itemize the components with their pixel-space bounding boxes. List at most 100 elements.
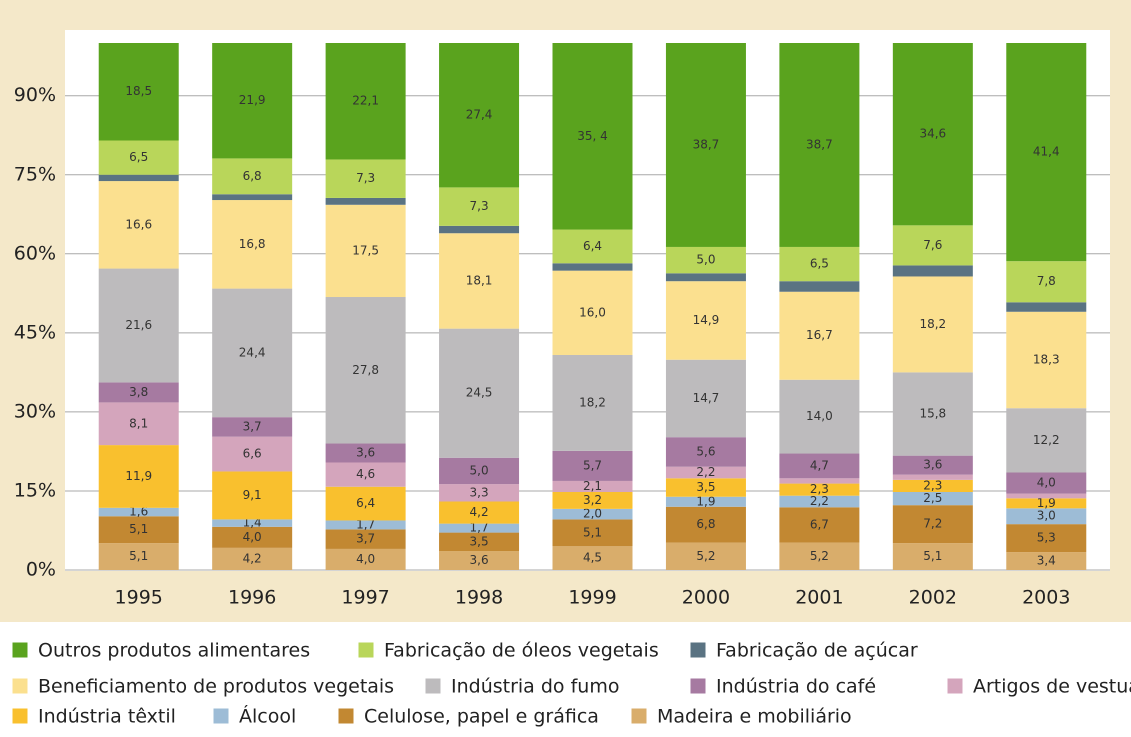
y-tick-label: 30% <box>14 400 56 422</box>
legend-swatch <box>11 677 29 695</box>
value-label: 24,5 <box>466 386 493 400</box>
value-label: 38,7 <box>693 137 720 151</box>
value-label: 7,2 <box>923 517 942 531</box>
value-label: 16,0 <box>579 305 606 319</box>
bar-segment <box>98 543 179 570</box>
legend-label: Celulose, papel e gráfica <box>364 706 599 728</box>
value-label: 34,6 <box>919 127 946 141</box>
value-label: 2,1 <box>583 479 602 493</box>
value-label: 5,1 <box>583 525 602 539</box>
legend-label: Beneficiamento de produtos vegetais <box>38 676 394 698</box>
value-label: 3,3 <box>470 485 489 499</box>
bar-segment <box>1006 43 1087 262</box>
bar-segment <box>1006 524 1087 553</box>
value-label: 3,0 <box>1037 509 1056 523</box>
legend-swatch <box>424 677 442 695</box>
bar-segment <box>892 505 973 544</box>
bar-segment <box>98 174 179 182</box>
legend-swatch <box>357 641 375 659</box>
value-label: 2,3 <box>923 478 942 492</box>
bar-segment <box>212 158 293 195</box>
bar-segment <box>665 246 746 274</box>
value-label: 4,0 <box>1037 476 1056 490</box>
x-tick-label: 1996 <box>228 587 276 609</box>
legend-label: Outros produtos alimentares <box>38 640 310 662</box>
value-label: 6,4 <box>356 496 375 510</box>
bar-segment <box>552 229 633 264</box>
value-label: 4,6 <box>356 467 375 481</box>
bar-segment <box>439 457 520 485</box>
bar-segment <box>665 496 746 507</box>
bar-segment <box>779 542 860 570</box>
value-label: 21,6 <box>125 318 152 332</box>
bar-segment <box>665 281 746 360</box>
bar-segment <box>439 187 520 226</box>
bar-segment <box>212 526 293 548</box>
value-label: 6,5 <box>129 150 148 164</box>
bar-segment <box>892 492 973 506</box>
value-label: 4,2 <box>243 551 262 565</box>
bar-segment <box>779 379 860 454</box>
bar-segment <box>439 484 520 502</box>
bar-segment <box>98 445 179 508</box>
bar-segment <box>325 520 406 530</box>
y-tick-label: 75% <box>14 163 56 185</box>
bar-segment <box>98 181 179 269</box>
bar-segment <box>439 523 520 533</box>
value-label: 18,5 <box>125 84 152 98</box>
legend-swatch <box>946 677 964 695</box>
value-label: 3,6 <box>470 553 489 567</box>
value-label: 1,9 <box>1037 496 1056 510</box>
bar-segment <box>665 466 746 479</box>
bar-segment <box>325 204 406 298</box>
bar-segment <box>1006 493 1087 499</box>
x-tick-label: 2002 <box>909 587 957 609</box>
bar-segment <box>325 43 406 160</box>
bar-segment <box>552 480 633 493</box>
bar-segment <box>439 328 520 458</box>
value-label: 5,3 <box>1037 531 1056 545</box>
bar-segment <box>212 471 293 520</box>
value-label: 5,2 <box>696 549 715 563</box>
bar-segment <box>98 140 179 175</box>
value-label: 1,6 <box>129 505 148 519</box>
x-tick-label: 2000 <box>682 587 730 609</box>
bar-segment <box>1006 261 1087 303</box>
value-label: 5,1 <box>129 549 148 563</box>
x-tick-label: 1999 <box>568 587 616 609</box>
value-label: 9,1 <box>243 488 262 502</box>
bar-segment <box>439 501 520 524</box>
bar-segment <box>212 547 293 570</box>
bar-segment <box>1006 508 1087 525</box>
bar-segment <box>552 263 633 271</box>
bar-segment <box>212 519 293 527</box>
bar-segment <box>665 359 746 438</box>
value-label: 3,5 <box>696 480 715 494</box>
bar-segment <box>325 548 406 570</box>
bar-segment <box>665 437 746 467</box>
bar-segment <box>779 291 860 380</box>
value-label: 3,2 <box>583 493 602 507</box>
legend-swatch <box>212 707 230 725</box>
bar-segment <box>665 542 746 570</box>
bar-segment <box>439 233 520 329</box>
value-label: 6,4 <box>583 239 602 253</box>
value-label: 27,4 <box>466 108 493 122</box>
x-tick-label: 2001 <box>795 587 843 609</box>
value-label: 4,0 <box>356 552 375 566</box>
value-label: 14,7 <box>693 391 720 405</box>
legend-label: Fabricação de açúcar <box>716 640 918 662</box>
legend-label: Álcool <box>239 705 296 728</box>
value-label: 5,0 <box>470 463 489 477</box>
bar-segment <box>325 462 406 487</box>
value-label: 3,6 <box>923 458 942 472</box>
value-label: 27,8 <box>352 363 379 377</box>
bar-segment <box>98 516 179 544</box>
bar-segment <box>1006 552 1087 570</box>
value-label: 1,9 <box>696 494 715 508</box>
bar-segment <box>325 159 406 198</box>
bar-segment <box>779 453 860 479</box>
bar-segment <box>439 43 520 188</box>
